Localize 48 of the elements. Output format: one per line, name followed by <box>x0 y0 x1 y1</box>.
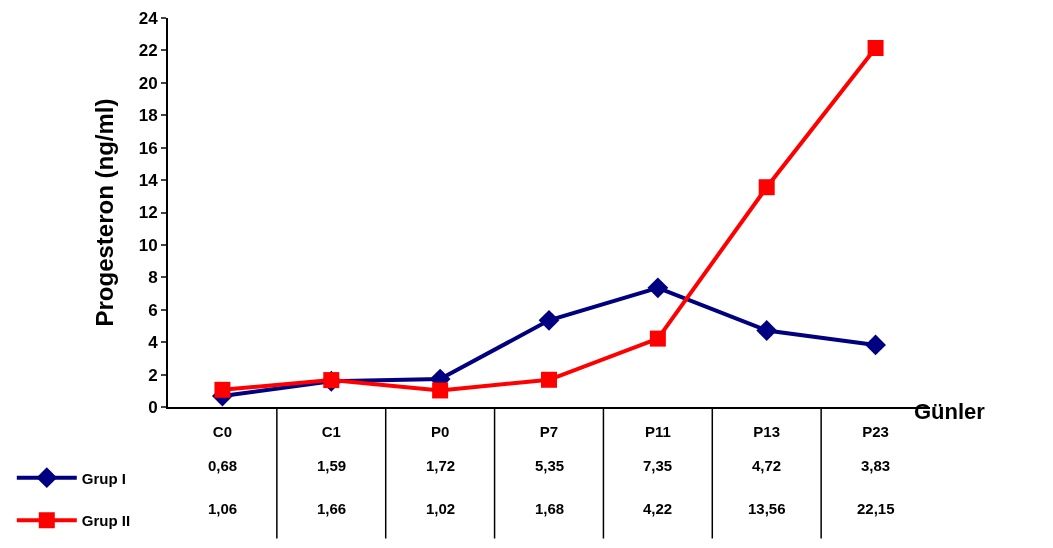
point <box>647 277 669 299</box>
y-tick-label: 6 <box>148 300 158 320</box>
data-label: 22,15 <box>857 500 895 517</box>
data-label: 5,35 <box>535 457 565 474</box>
data-label: 4,22 <box>643 500 673 517</box>
y-tick-label: 8 <box>148 268 158 288</box>
data-label: 4,72 <box>752 457 782 474</box>
point <box>214 381 231 398</box>
data-label: 1,66 <box>317 500 347 517</box>
x-axis-title: Günler <box>914 399 986 424</box>
data-label: 7,35 <box>643 457 673 474</box>
point <box>541 371 557 388</box>
point <box>758 179 775 196</box>
x-tick-label: P0 <box>430 423 450 440</box>
data-label: 1,06 <box>208 500 238 517</box>
x-tick-label: P11 <box>644 423 671 440</box>
point <box>538 309 560 331</box>
y-tick-label: 20 <box>138 73 158 93</box>
legend-label: Grup II <box>81 512 131 530</box>
x-tick-label: P23 <box>862 423 889 440</box>
x-tick-label: C0 <box>212 423 233 440</box>
y-tick-label: 10 <box>138 235 158 255</box>
data-label: 1,02 <box>426 500 456 517</box>
point <box>865 334 886 356</box>
point <box>756 320 778 341</box>
data-label: 0,68 <box>208 457 238 474</box>
point <box>432 382 449 399</box>
y-tick-label: 22 <box>138 41 158 61</box>
y-tick-label: 12 <box>138 203 158 223</box>
x-tick-label: C1 <box>321 423 341 440</box>
data-label: 1,68 <box>535 500 565 517</box>
data-label: 3,83 <box>861 457 891 474</box>
x-tick-label: P13 <box>753 423 781 440</box>
legend-label: Grup I <box>81 469 126 487</box>
y-tick-label: 18 <box>138 106 158 126</box>
y-tick-label: 14 <box>138 171 159 191</box>
y-tick-label: 4 <box>148 333 159 353</box>
y-axis-title: Progesteron (ng/ml) <box>91 98 119 327</box>
y-tick-label: 2 <box>148 365 158 385</box>
y-tick-label: 16 <box>138 138 158 158</box>
data-label: 1,59 <box>317 457 347 474</box>
data-label: 1,72 <box>426 457 456 474</box>
y-tick-label: 0 <box>148 397 158 417</box>
x-tick-label: P7 <box>539 423 559 440</box>
data-label: 13,56 <box>748 500 786 517</box>
y-tick-label: 24 <box>138 8 159 28</box>
point <box>867 39 884 56</box>
point <box>649 330 666 347</box>
